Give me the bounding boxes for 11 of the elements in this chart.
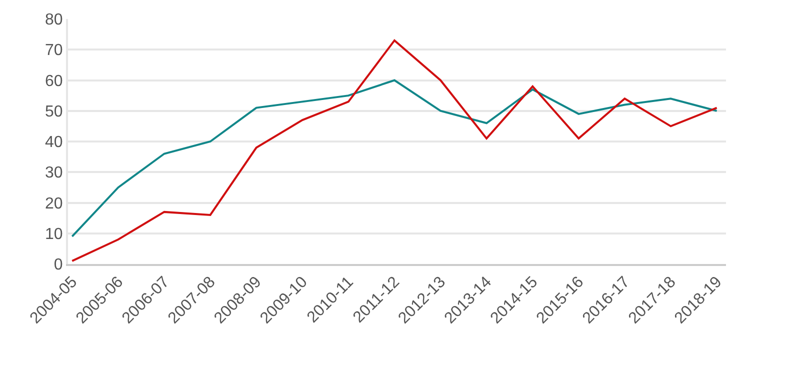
y-tick-label: 30 xyxy=(45,164,63,182)
y-tick-label: 40 xyxy=(45,134,63,152)
line-series xyxy=(71,79,718,238)
y-tick-label: 20 xyxy=(45,195,63,212)
y-tick-label: 80 xyxy=(45,12,63,29)
y-tick-label: 60 xyxy=(45,72,63,90)
y-tick-label: 10 xyxy=(45,226,63,243)
y-tick-label: 0 xyxy=(54,256,63,274)
y-tick-label: 70 xyxy=(45,42,63,60)
y-tick-label: 50 xyxy=(45,103,63,120)
line-series xyxy=(71,39,718,262)
